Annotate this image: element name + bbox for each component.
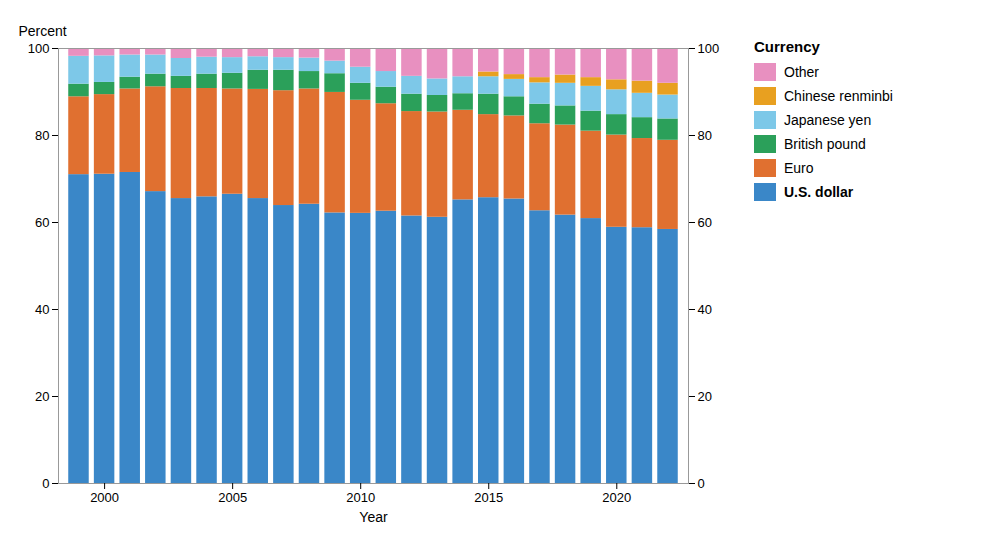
svg-text:20: 20 [698,389,712,404]
html-text:Other: Other [784,64,819,80]
html-text:Japanese yen: Japanese yen [784,112,872,128]
svg-text:Percent: Percent [19,23,67,39]
svg-text:20: 20 [35,389,49,404]
svg-text:2000: 2000 [90,490,119,505]
html-text:Currency: Currency [754,38,820,55]
svg-text:80: 80 [35,128,49,143]
html-text:Euro: Euro [784,160,814,176]
svg-text:2005: 2005 [218,490,247,505]
svg-text:40: 40 [35,302,49,317]
svg-text:60: 60 [698,215,712,230]
svg-text:0: 0 [698,476,705,491]
svg-text:Year: Year [359,509,388,525]
svg-text:100: 100 [698,41,720,56]
svg-text:80: 80 [698,128,712,143]
svg-text:40: 40 [698,302,712,317]
svg-text:2020: 2020 [602,490,631,505]
svg-text:60: 60 [35,215,49,230]
html-text:British pound: British pound [784,136,866,152]
svg-text:0: 0 [42,476,49,491]
html-text:Chinese renminbi: Chinese renminbi [784,88,893,104]
svg-text:100: 100 [28,41,50,56]
svg-text:2015: 2015 [474,490,503,505]
svg-text:2010: 2010 [346,490,375,505]
html-text:U.S. dollar: U.S. dollar [784,184,854,200]
